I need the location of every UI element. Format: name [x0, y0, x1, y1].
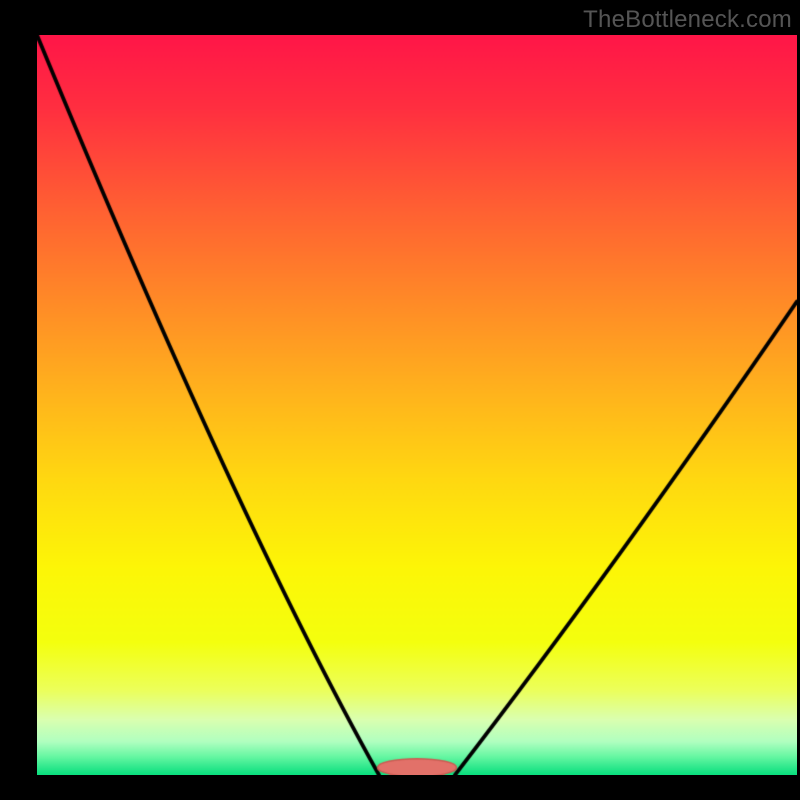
bottleneck-curve: [37, 35, 797, 775]
watermark-text: TheBottleneck.com: [583, 6, 792, 34]
bottleneck-chart: [37, 35, 797, 775]
